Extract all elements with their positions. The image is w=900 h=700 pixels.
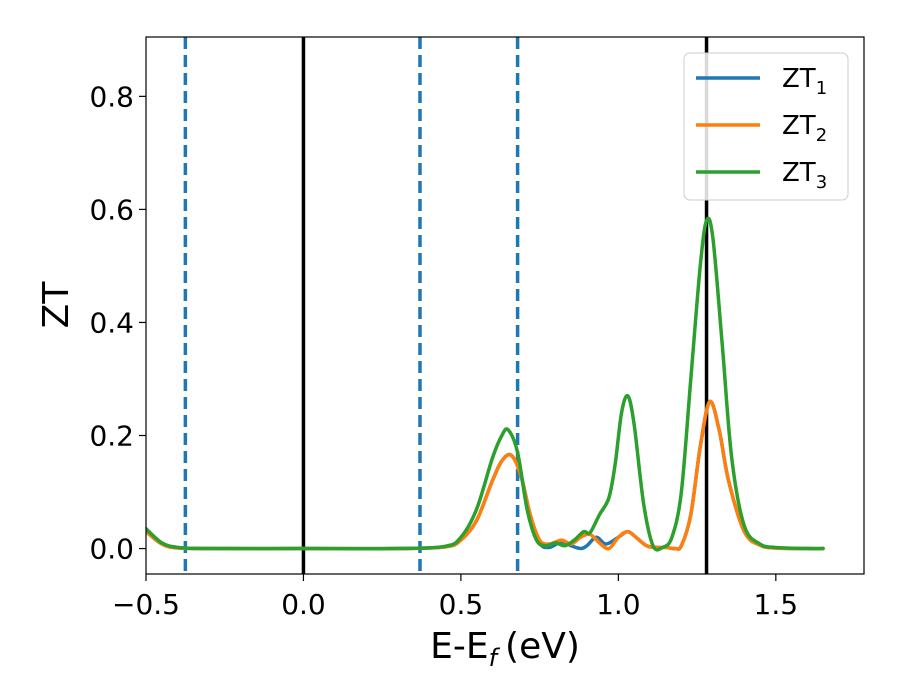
x-axis-ticks: −0.5 0.0 0.5 1.0 1.5 [112, 574, 798, 621]
x-tick-label: 1.0 [596, 588, 641, 621]
legend-label-zt2: ZT2 [782, 111, 827, 146]
y-axis-ticks: 0.0 0.2 0.4 0.6 0.8 [89, 80, 146, 566]
y-axis-label: ZT [36, 281, 77, 329]
x-tick-label: 0.5 [439, 588, 484, 621]
legend: ZT1 ZT2 ZT3 [683, 52, 849, 201]
y-tick-label: 0.4 [89, 306, 134, 339]
x-tick-label: −0.5 [112, 588, 180, 621]
x-axis-label: E-Ef (eV) [430, 626, 580, 672]
series-line-zt2 [146, 399, 825, 551]
x-tick-label: 1.5 [754, 588, 799, 621]
y-tick-label: 0.0 [89, 533, 134, 566]
x-tick-label: 0.0 [281, 588, 326, 621]
y-tick-label: 0.6 [89, 193, 134, 226]
plot-frame [145, 36, 865, 575]
legend-box [683, 52, 849, 201]
y-tick-label: 0.8 [89, 80, 134, 113]
legend-label-zt3: ZT3 [782, 158, 827, 193]
reference-lines [183, 37, 709, 574]
series-group [146, 216, 825, 552]
legend-label-zt1: ZT1 [782, 64, 827, 99]
series-line-zt3 [146, 216, 825, 552]
y-tick-label: 0.2 [89, 420, 134, 453]
x-axis-label-main: E-E [430, 626, 488, 667]
x-axis-label-unit: (eV) [505, 626, 580, 667]
series-line-zt1 [146, 399, 825, 551]
x-axis-label-subscript: f [489, 644, 501, 672]
